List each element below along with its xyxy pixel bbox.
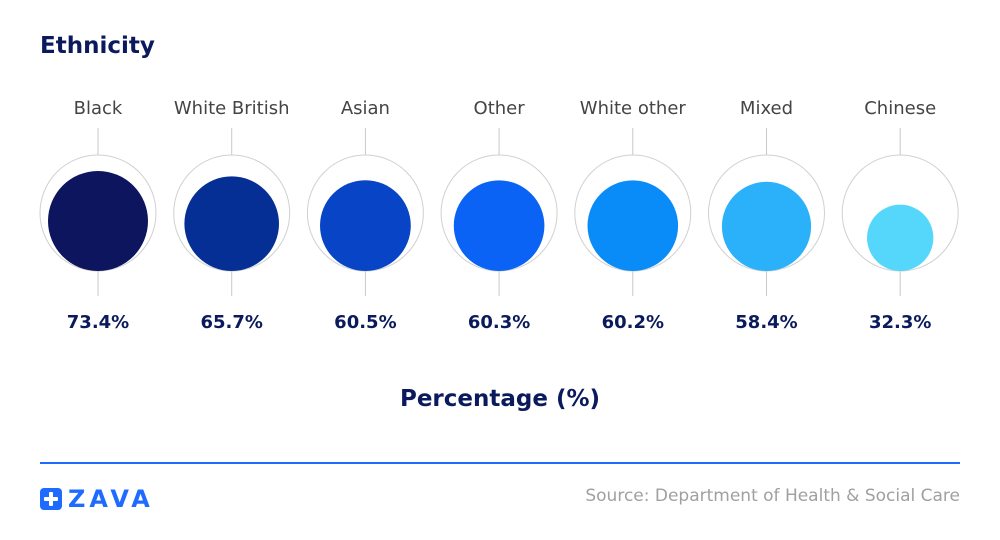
medical-cross-icon — [40, 488, 62, 510]
chart-title: Ethnicity — [40, 33, 155, 59]
value-bubble — [587, 180, 679, 271]
value-bubble — [453, 180, 545, 271]
value-label: 73.4% — [67, 312, 129, 333]
value-bubble — [184, 176, 280, 271]
source-note: Source: Department of Health & Social Ca… — [585, 486, 960, 506]
value-bubble — [721, 181, 812, 271]
value-label: 65.7% — [200, 312, 262, 333]
value-label: 58.4% — [735, 312, 797, 333]
zava-logo: ZAVA — [40, 485, 154, 513]
value-bubble — [48, 171, 148, 271]
category-label: White other — [580, 98, 687, 119]
value-bubble — [320, 180, 411, 271]
value-label: 60.5% — [334, 312, 396, 333]
category-label: Chinese — [864, 98, 936, 119]
value-label: 60.2% — [602, 312, 664, 333]
category-label: Mixed — [740, 98, 793, 119]
footer-divider — [40, 462, 960, 464]
logo-text: ZAVA — [68, 485, 154, 513]
category-label: Black — [74, 98, 123, 119]
category-label: White British — [174, 98, 290, 119]
value-bubble — [867, 204, 934, 271]
category-label: Asian — [341, 98, 390, 119]
value-label: 32.3% — [869, 312, 931, 333]
x-axis-label: Percentage (%) — [400, 386, 600, 412]
category-label: Other — [474, 98, 526, 119]
value-label: 60.3% — [468, 312, 530, 333]
